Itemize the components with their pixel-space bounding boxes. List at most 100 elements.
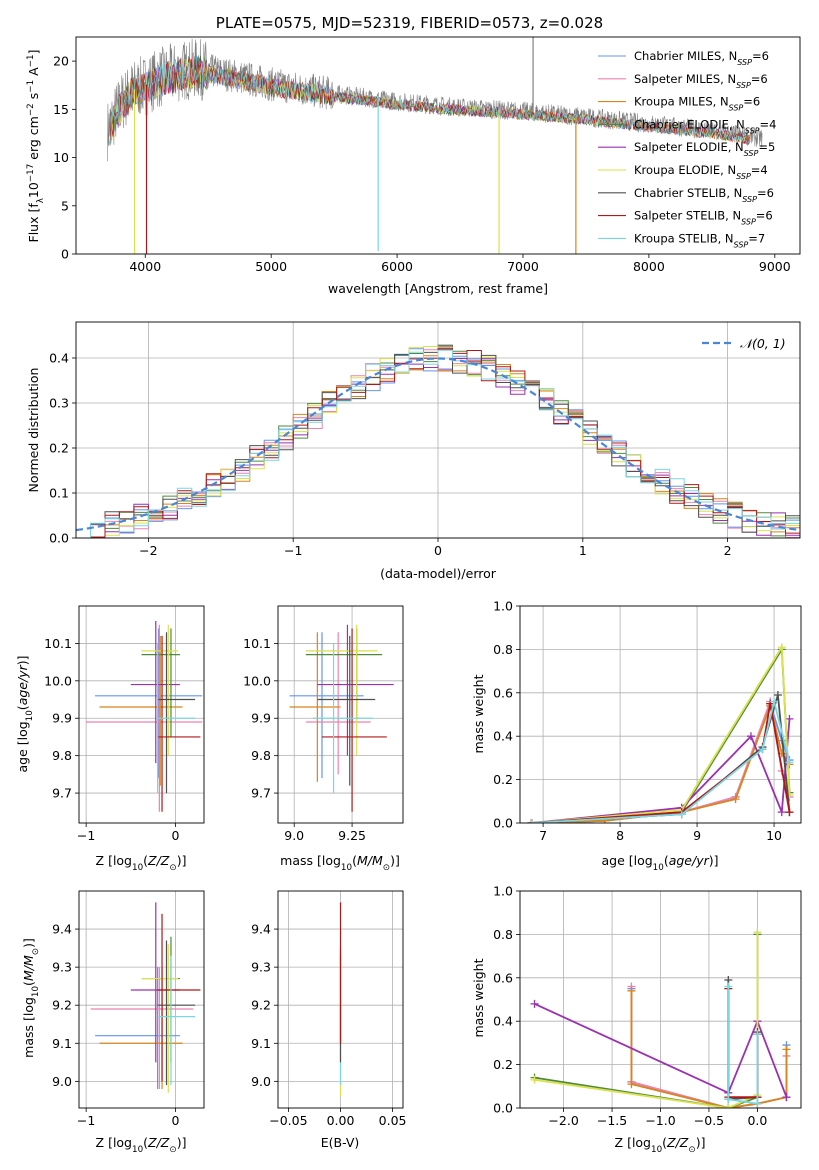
y-tick-label: 10.0	[243, 673, 271, 688]
y-axis-label-part: λ	[36, 198, 46, 203]
errorbar-point-kroupa-miles	[99, 635, 183, 786]
x-axis-label-part: )]	[390, 853, 400, 868]
y-tick-label: 9.7	[251, 786, 271, 801]
chart-mass-vs-z: −1 0 9.0 9.1 9.2 9.3 9.4	[52, 890, 205, 1128]
weight-line	[531, 703, 791, 823]
weight-marker	[758, 745, 767, 754]
y-tick-label: 0.0	[49, 531, 69, 546]
plot-area-mass-weight-vs-age	[527, 643, 794, 823]
legend-label: Salpeter MILES, N	[634, 72, 736, 86]
y-tick-label: 0.4	[49, 351, 69, 366]
y-axis-label: mass [log10(M/M⊙)]	[21, 938, 41, 1058]
x-axis-label: E(B-V)	[321, 1135, 360, 1150]
errorbar-point-salpeter-miles	[305, 632, 371, 775]
x-tick-label: 0.0	[747, 1113, 767, 1128]
legend-label: Salpeter ELODIE, N	[634, 140, 744, 154]
histogram-step-kroupa-stelib	[76, 349, 800, 538]
x-tick-label: 7	[539, 828, 547, 843]
x-tick-label: 10	[766, 828, 782, 843]
axes-frame	[277, 605, 404, 824]
y-tick-label: 0.0	[493, 1101, 513, 1116]
legend-nssp: =6	[743, 95, 760, 109]
plot-area-mass-weight-vs-z	[530, 928, 791, 1108]
weight-marker	[627, 986, 636, 995]
weight-marker	[770, 697, 779, 706]
y-tick-label: 1.0	[493, 884, 513, 899]
errorbar-point-salpeter-elodie	[130, 902, 180, 1063]
y-axis-label-part: ⊙	[31, 948, 41, 955]
errorbar-point-kroupa-stelib	[156, 643, 196, 794]
x-axis-label-part: )]	[709, 853, 719, 868]
x-axis-label: mass [log10(M/M⊙)]	[280, 853, 400, 873]
weight-line	[727, 986, 759, 1105]
y-tick-label: 0.8	[493, 642, 513, 657]
weight-marker	[677, 810, 686, 819]
weight-line	[534, 1002, 788, 1098]
y-tick-label: 9.1	[251, 1036, 271, 1051]
legend-nssp: =6	[752, 49, 769, 63]
x-axis-label-part: ⊙	[169, 863, 176, 873]
y-tick-label: 10	[53, 150, 69, 165]
y-tick-label: 9.9	[251, 711, 271, 726]
x-axis-label-part: ⊙	[169, 1145, 176, 1155]
x-axis-label-part: 10	[132, 863, 143, 873]
chart-age-vs-z: −1 0 9.7 9.8 9.9 10.0 10.1	[44, 605, 205, 843]
x-tick-label: −2.0	[548, 1113, 578, 1128]
x-axis-label-part: ⊙	[688, 1145, 695, 1155]
weight-marker	[753, 1099, 762, 1108]
errorbar-point-salpeter-stelib	[321, 628, 387, 812]
y-axis-label-part: −1	[26, 80, 36, 93]
y-tick-label: 0.0	[493, 816, 513, 831]
y-axis-label: mass weight	[471, 674, 486, 753]
y-tick-label: 0.6	[493, 685, 513, 700]
legend-sub: SSP	[745, 126, 760, 135]
x-tick-label: −0.05	[269, 1113, 307, 1128]
errorbar-point-chabrier-elodie	[141, 628, 180, 737]
weight-series-chabrier-miles	[527, 699, 794, 823]
weight-marker	[785, 714, 794, 723]
x-tick-label: −1.5	[597, 1113, 627, 1128]
x-tick-label: −1.0	[645, 1113, 675, 1128]
legend-entry: Kroupa STELIB, NSSP=7	[634, 231, 765, 249]
weight-line	[531, 644, 791, 823]
x-axis-label-part: Z	[96, 853, 109, 868]
y-axis-label-part: 10	[31, 986, 41, 997]
y-axis-label-part: erg cm	[26, 116, 41, 164]
legend-sub: SSP	[729, 103, 744, 112]
x-axis-label-part: mass [log	[280, 853, 341, 868]
y-axis-label-part: A	[26, 67, 41, 80]
x-axis-label-part: Z/Z	[666, 1135, 689, 1150]
x-tick-label: −1	[77, 828, 95, 843]
weight-marker	[530, 999, 539, 1008]
axes-frame	[75, 321, 801, 539]
x-axis-label-part: Z/Z	[147, 1135, 170, 1150]
legend-sub: SSP	[744, 149, 759, 158]
legend-entry: Chabrier MILES, NSSP=6	[634, 49, 769, 67]
axes-frame	[78, 605, 205, 824]
weight-series-chabrier-stelib	[724, 975, 762, 1104]
x-tick-label: 0.05	[379, 1113, 407, 1128]
x-axis-label: wavelength [Angstrom, rest frame]	[328, 281, 548, 296]
y-tick-label: 1.0	[493, 599, 513, 614]
weight-series-salpeter-stelib	[527, 699, 794, 823]
legend-sub: SSP	[742, 194, 757, 203]
y-axis-label-part: 10	[26, 182, 41, 198]
y-tick-label: 0.2	[493, 1057, 513, 1072]
x-tick-label: 0	[434, 543, 442, 558]
errorbar-point-kroupa-stelib	[157, 955, 196, 1086]
weight-marker	[627, 1080, 636, 1089]
weight-marker	[773, 690, 782, 699]
x-tick-label: 9.25	[338, 828, 366, 843]
chart-mass-weight-vs-age: 7 8 9 10 0.0 0.2 0.4 0.6 0.8 1.0	[493, 599, 802, 843]
errorbar-point-chabrier-stelib	[157, 940, 196, 1086]
legend-nssp: =6	[757, 186, 774, 200]
y-tick-label: 0.4	[493, 729, 513, 744]
legend-nssp: =7	[748, 231, 765, 245]
errorbar-point-kroupa-stelib	[312, 643, 373, 794]
y-tick-label: 9.2	[251, 998, 271, 1013]
weight-marker	[785, 758, 794, 767]
weight-marker	[777, 808, 786, 817]
chart-histogram: −2 −1 0 1 2 0.0 0.1 0.2 0.3 0.4	[49, 321, 801, 558]
x-axis-label-part: 10	[651, 1145, 662, 1155]
